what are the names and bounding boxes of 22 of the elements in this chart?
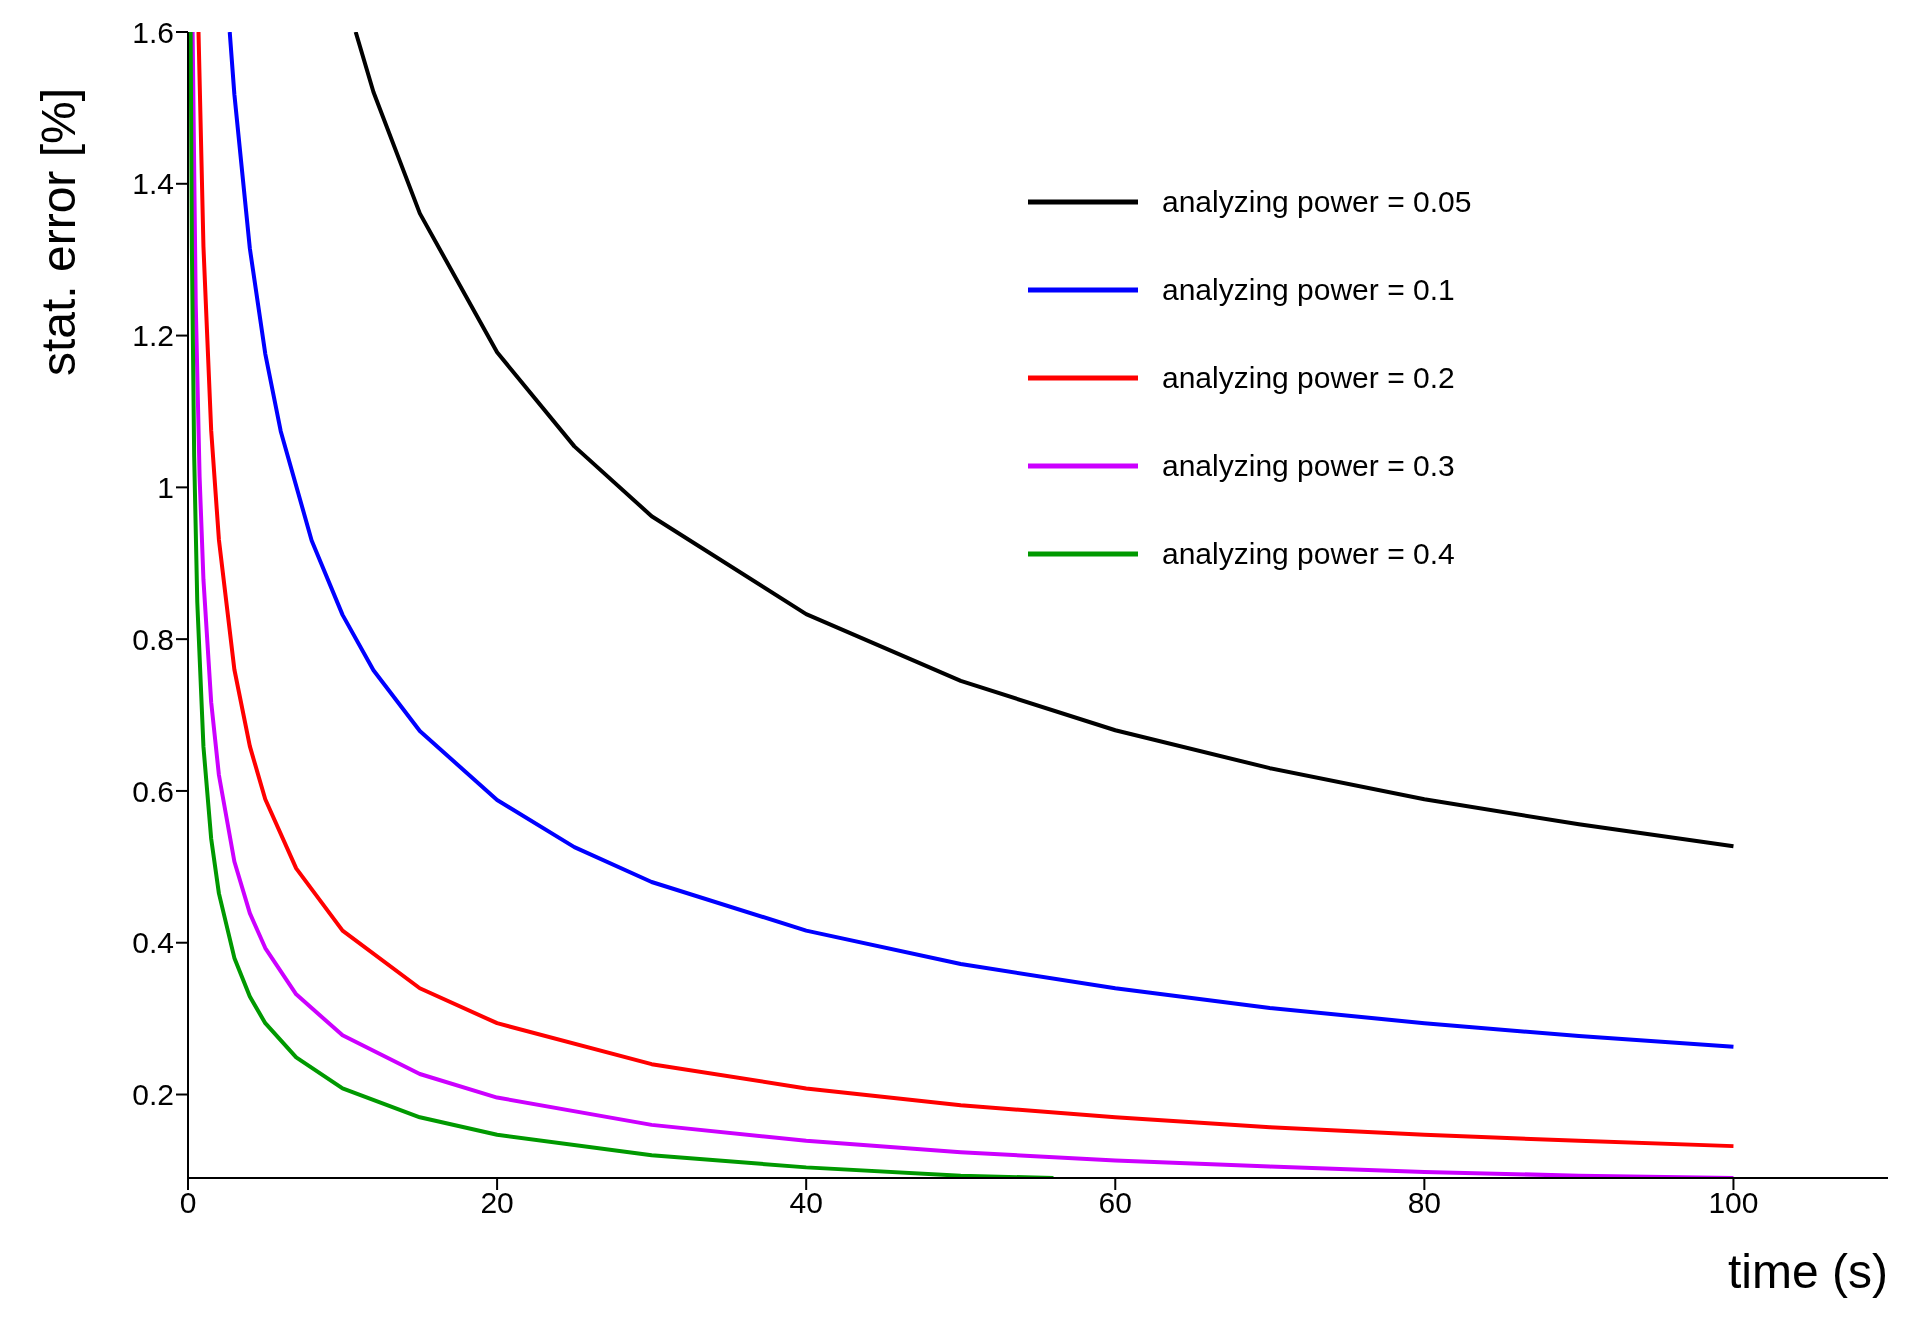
legend-label: analyzing power = 0.1 [1162, 273, 1455, 307]
y-axis-title: stat. error [%] [31, 87, 85, 377]
y-tick-label: 0.4 [132, 926, 174, 960]
y-tick-label: 0.6 [132, 774, 174, 808]
y-tick-label: 0.8 [132, 622, 174, 656]
x-tick-label: 20 [480, 1186, 514, 1220]
y-tick-label: 1.6 [132, 15, 174, 49]
y-tick-label: 1.4 [132, 167, 174, 201]
x-tick-label: 60 [1098, 1186, 1132, 1220]
legend-label: analyzing power = 0.05 [1162, 185, 1472, 219]
x-tick-label: 40 [789, 1186, 823, 1220]
y-tick-label: 0.2 [132, 1078, 174, 1112]
y-tick-label: 1.2 [132, 319, 174, 353]
legend-label: analyzing power = 0.3 [1162, 449, 1455, 483]
y-tick-label: 1 [157, 471, 174, 505]
x-tick-label: 100 [1708, 1186, 1759, 1220]
line-series [353, 32, 1736, 849]
x-axis-title: time (s) [1728, 1245, 1888, 1298]
x-tick-label: 80 [1407, 1186, 1442, 1220]
x-tick-label: 0 [179, 1186, 197, 1220]
legend-label: analyzing power = 0.2 [1162, 361, 1455, 395]
legend-label: analyzing power = 0.4 [1162, 537, 1455, 571]
